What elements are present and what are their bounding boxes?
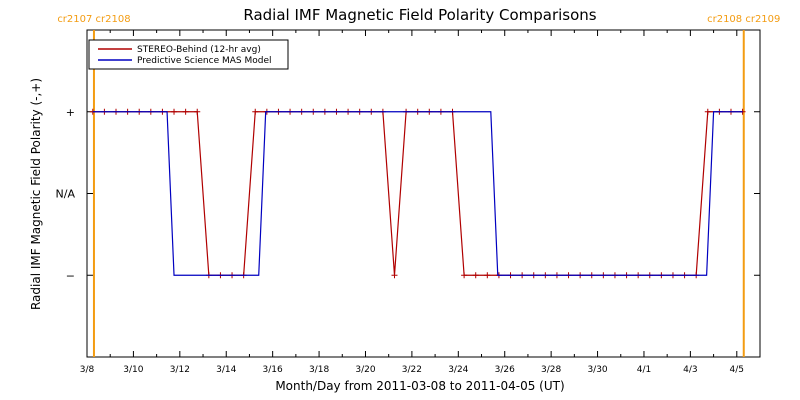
data-point-marker — [182, 108, 189, 115]
y-tick-label: − — [66, 269, 75, 282]
y-tick-label: N/A — [56, 188, 76, 201]
x-axis-label: Month/Day from 2011-03-08 to 2011-04-05 … — [275, 379, 564, 393]
data-point-marker — [472, 272, 479, 279]
x-tick-label: 3/28 — [541, 365, 561, 375]
x-tick-label: 3/14 — [216, 365, 236, 375]
x-tick-label: 3/24 — [448, 365, 468, 375]
x-tick-label: 3/12 — [170, 365, 190, 375]
carrington-markers: cr2107 cr2108 cr2108 cr2109 — [57, 14, 780, 357]
series-line-1 — [92, 111, 743, 276]
data-point-marker — [484, 272, 491, 279]
x-tick-label: 3/22 — [402, 365, 422, 375]
x-tick-label: 4/5 — [730, 365, 744, 375]
y-tick-label: + — [66, 106, 75, 119]
legend: STEREO-Behind (12-hr avg) Predictive Sci… — [88, 39, 289, 70]
y-axis-label: Radial IMF Magnetic Field Polarity (-,+) — [29, 78, 43, 310]
x-tick-label: 4/3 — [683, 365, 697, 375]
y-axis-ticks: + N/A − — [56, 106, 760, 282]
legend-label-mas: Predictive Science MAS Model — [137, 56, 272, 66]
x-tick-label: 3/16 — [263, 365, 283, 375]
data-point-marker — [391, 272, 398, 279]
legend-box — [88, 39, 289, 70]
legend-label-stereo: STEREO-Behind (12-hr avg) — [137, 45, 261, 55]
carrington-label: cr2108 cr2109 — [707, 14, 780, 25]
carrington-label: cr2107 cr2108 — [57, 14, 130, 25]
x-axis-ticks: 3/8 3/10 3/12 3/14 3/16 3/18 3/20 3/22 3/24 3/26 3… — [80, 30, 761, 375]
x-tick-label: 3/20 — [355, 365, 375, 375]
data-point-marker — [461, 272, 468, 279]
x-tick-label: 3/8 — [80, 365, 95, 375]
data-point-marker — [252, 108, 259, 115]
x-tick-label: 3/18 — [309, 365, 329, 375]
series-layer — [89, 108, 746, 279]
data-point-marker — [704, 108, 711, 115]
x-tick-label: 4/1 — [637, 365, 651, 375]
data-point-marker — [171, 108, 178, 115]
chart-title: Radial IMF Magnetic Field Polarity Compa… — [243, 6, 596, 24]
x-tick-label: 3/10 — [123, 365, 143, 375]
x-tick-label: 3/26 — [495, 365, 515, 375]
x-tick-label: 3/30 — [587, 365, 607, 375]
series-line-0 — [92, 111, 743, 276]
data-point-marker — [194, 108, 201, 115]
plot-frame — [86, 29, 761, 358]
